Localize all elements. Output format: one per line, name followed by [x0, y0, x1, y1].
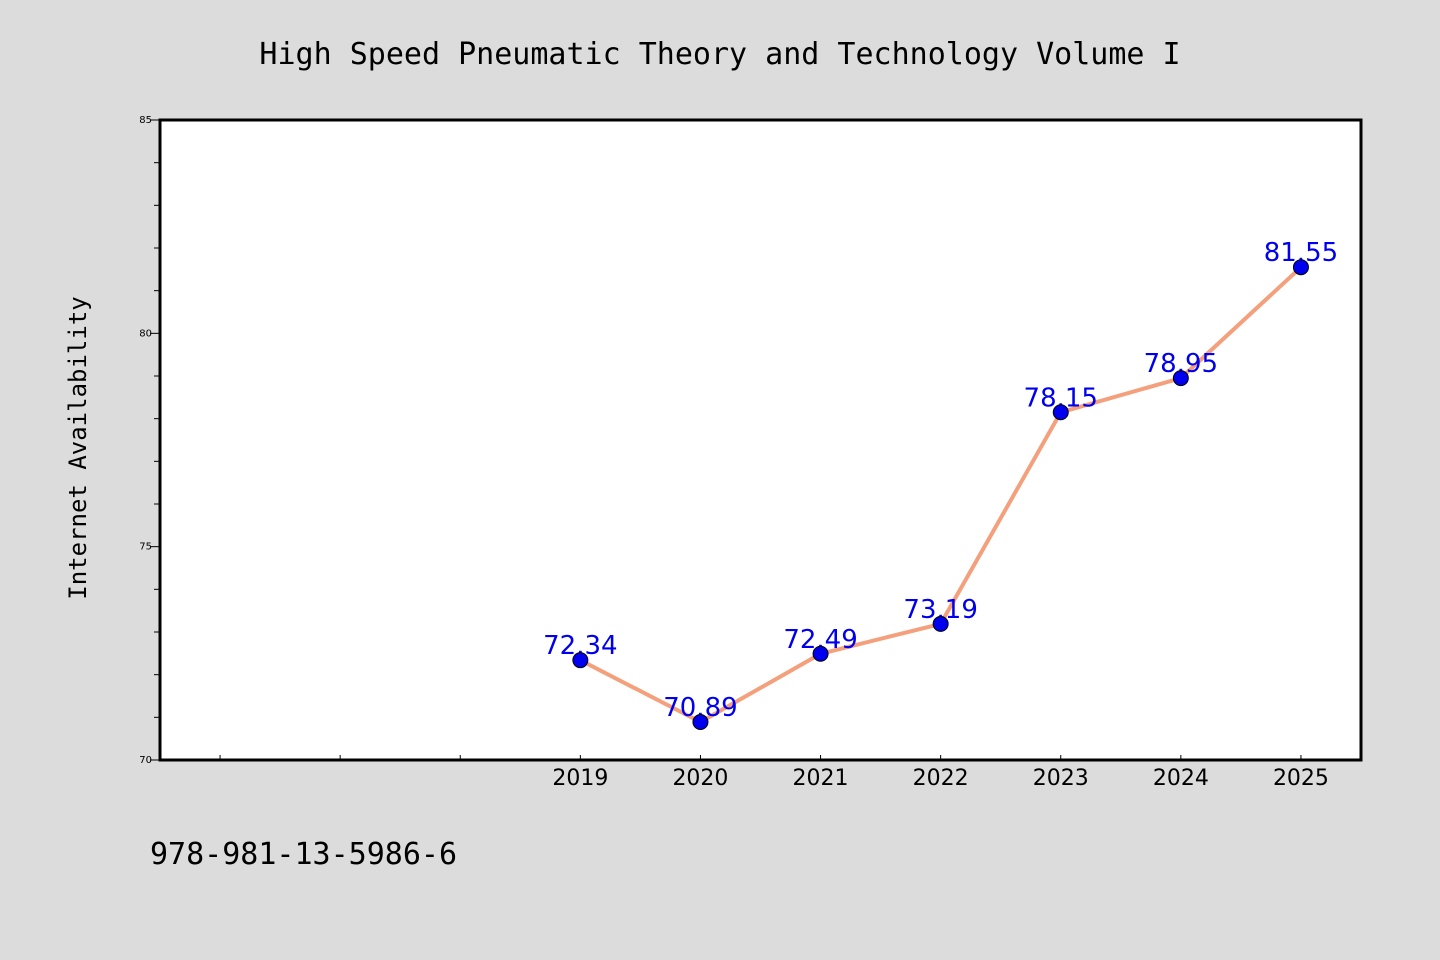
data-point-marker: [692, 714, 709, 731]
isbn-annotation: 978-981-13-5986-6: [150, 837, 457, 872]
y-axis-ticks: 70 75 80 85: [139, 115, 160, 766]
x-tick-label: 2022: [913, 766, 969, 791]
y-tick-label: 85: [139, 115, 152, 126]
data-point-marker: [812, 645, 829, 662]
y-tick-label: 75: [139, 542, 152, 553]
data-point-marker: [932, 615, 949, 632]
x-tick-label: 2020: [672, 766, 728, 791]
x-tick-label: 2023: [1033, 766, 1089, 791]
x-tick-label: 2019: [552, 766, 608, 791]
data-point-marker: [1292, 259, 1309, 276]
data-point-marker: [572, 652, 589, 669]
y-axis-label: Internet Availability: [64, 296, 92, 599]
x-tick-label: 2024: [1153, 766, 1209, 791]
x-tick-label: 2021: [793, 766, 849, 791]
x-axis-ticks: 2019 2020 2021 2022 2023 2024 2025: [219, 755, 1329, 791]
data-point-marker: [1172, 370, 1189, 387]
y-tick-label: 80: [139, 328, 152, 339]
plot-area: [158, 118, 1363, 762]
data-point-marker: [1052, 404, 1069, 421]
x-tick-label: 2025: [1273, 766, 1329, 791]
chart-title: High Speed Pneumatic Theory and Technolo…: [259, 37, 1180, 72]
y-tick-label: 70: [139, 755, 152, 766]
